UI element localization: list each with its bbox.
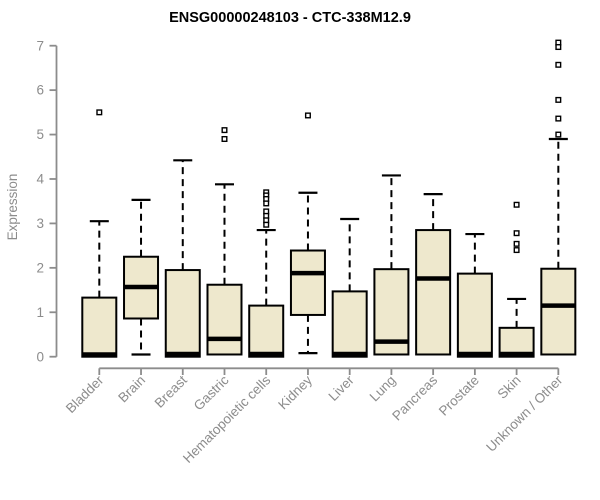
- box-brain: [123, 198, 160, 356]
- iqr-box: [206, 283, 243, 356]
- outlier-point: [555, 44, 562, 51]
- outlier-point: [96, 109, 103, 116]
- outlier-point: [221, 127, 228, 134]
- outlier-point: [513, 240, 520, 247]
- box-lung: [373, 174, 410, 356]
- outlier-point: [555, 131, 562, 138]
- y-axis-label: Expression: [5, 174, 20, 241]
- outlier-point: [304, 112, 311, 119]
- iqr-box: [456, 272, 493, 358]
- x-tick-label-lung: Lung: [367, 373, 399, 405]
- y-tick-label: 6: [36, 83, 44, 98]
- iqr-box: [415, 229, 452, 356]
- box-skin: [498, 201, 535, 358]
- iqr-box: [81, 296, 118, 358]
- outlier-point: [221, 135, 228, 142]
- box-kidney: [289, 112, 326, 355]
- iqr-box: [248, 304, 285, 358]
- box-prostate: [456, 232, 493, 358]
- x-tick-label-gastric: Gastric: [191, 372, 232, 413]
- x-tick-label-skin: Skin: [495, 373, 524, 402]
- x-tick-label-prostate: Prostate: [436, 373, 482, 419]
- outlier-point: [555, 115, 562, 122]
- iqr-box: [331, 290, 368, 358]
- box-hematopoietic-cells: [248, 189, 285, 358]
- y-tick-label: 3: [36, 216, 44, 231]
- outlier-point: [555, 96, 562, 103]
- x-tick-label-kidney: Kidney: [275, 372, 315, 412]
- iqr-box: [289, 249, 326, 316]
- y-tick-label: 0: [36, 349, 44, 364]
- x-tick-label-unknown-other: Unknown / Other: [483, 372, 566, 455]
- outlier-point: [263, 200, 270, 207]
- outlier-point: [513, 247, 520, 254]
- chart-title: ENSG00000248103 - CTC-338M12.9: [169, 10, 411, 26]
- iqr-box: [540, 267, 577, 356]
- x-tick-label-brain: Brain: [115, 373, 148, 406]
- box-unknown-other: [540, 39, 577, 356]
- outlier-point: [513, 201, 520, 208]
- box-gastric: [206, 127, 243, 356]
- iqr-box: [164, 269, 201, 358]
- x-tick-label-bladder: Bladder: [63, 372, 107, 416]
- y-tick-label: 4: [36, 172, 44, 187]
- boxplot-marks: [81, 39, 577, 358]
- x-tick-label-pancreas: Pancreas: [389, 372, 440, 423]
- x-tick-label-breast: Breast: [152, 372, 190, 410]
- outlier-point: [513, 230, 520, 237]
- outlier-point: [263, 221, 270, 228]
- y-axis: 0 1 2 3 4 5 6 7: [36, 38, 58, 364]
- box-breast: [164, 159, 201, 358]
- x-tick-label-liver: Liver: [326, 372, 358, 404]
- y-tick-label: 2: [36, 260, 44, 275]
- box-bladder: [81, 109, 118, 358]
- box-pancreas: [415, 192, 452, 356]
- y-tick-label: 5: [36, 127, 44, 142]
- box-liver: [331, 217, 368, 358]
- y-tick-label: 7: [36, 38, 44, 53]
- y-tick-label: 1: [36, 305, 44, 320]
- outlier-point: [555, 61, 562, 68]
